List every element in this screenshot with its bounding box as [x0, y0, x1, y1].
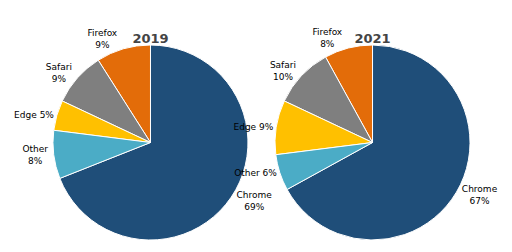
svg-text:Firefox9%: Firefox9%: [87, 28, 117, 50]
svg-text:Firefox8%: Firefox8%: [312, 27, 342, 49]
svg-text:Edge 5%: Edge 5%: [14, 110, 54, 120]
svg-text:Chrome69%: Chrome69%: [237, 190, 273, 212]
svg-text:Edge 9%: Edge 9%: [233, 122, 273, 132]
svg-text:Safari9%: Safari9%: [46, 62, 72, 84]
svg-text:Other 6%: Other 6%: [234, 168, 277, 178]
svg-text:Other8%: Other8%: [22, 144, 48, 166]
svg-text:Chrome67%: Chrome67%: [462, 184, 498, 206]
svg-text:2019: 2019: [132, 31, 168, 46]
svg-text:2021: 2021: [354, 31, 390, 46]
svg-text:Safari10%: Safari10%: [270, 60, 296, 82]
